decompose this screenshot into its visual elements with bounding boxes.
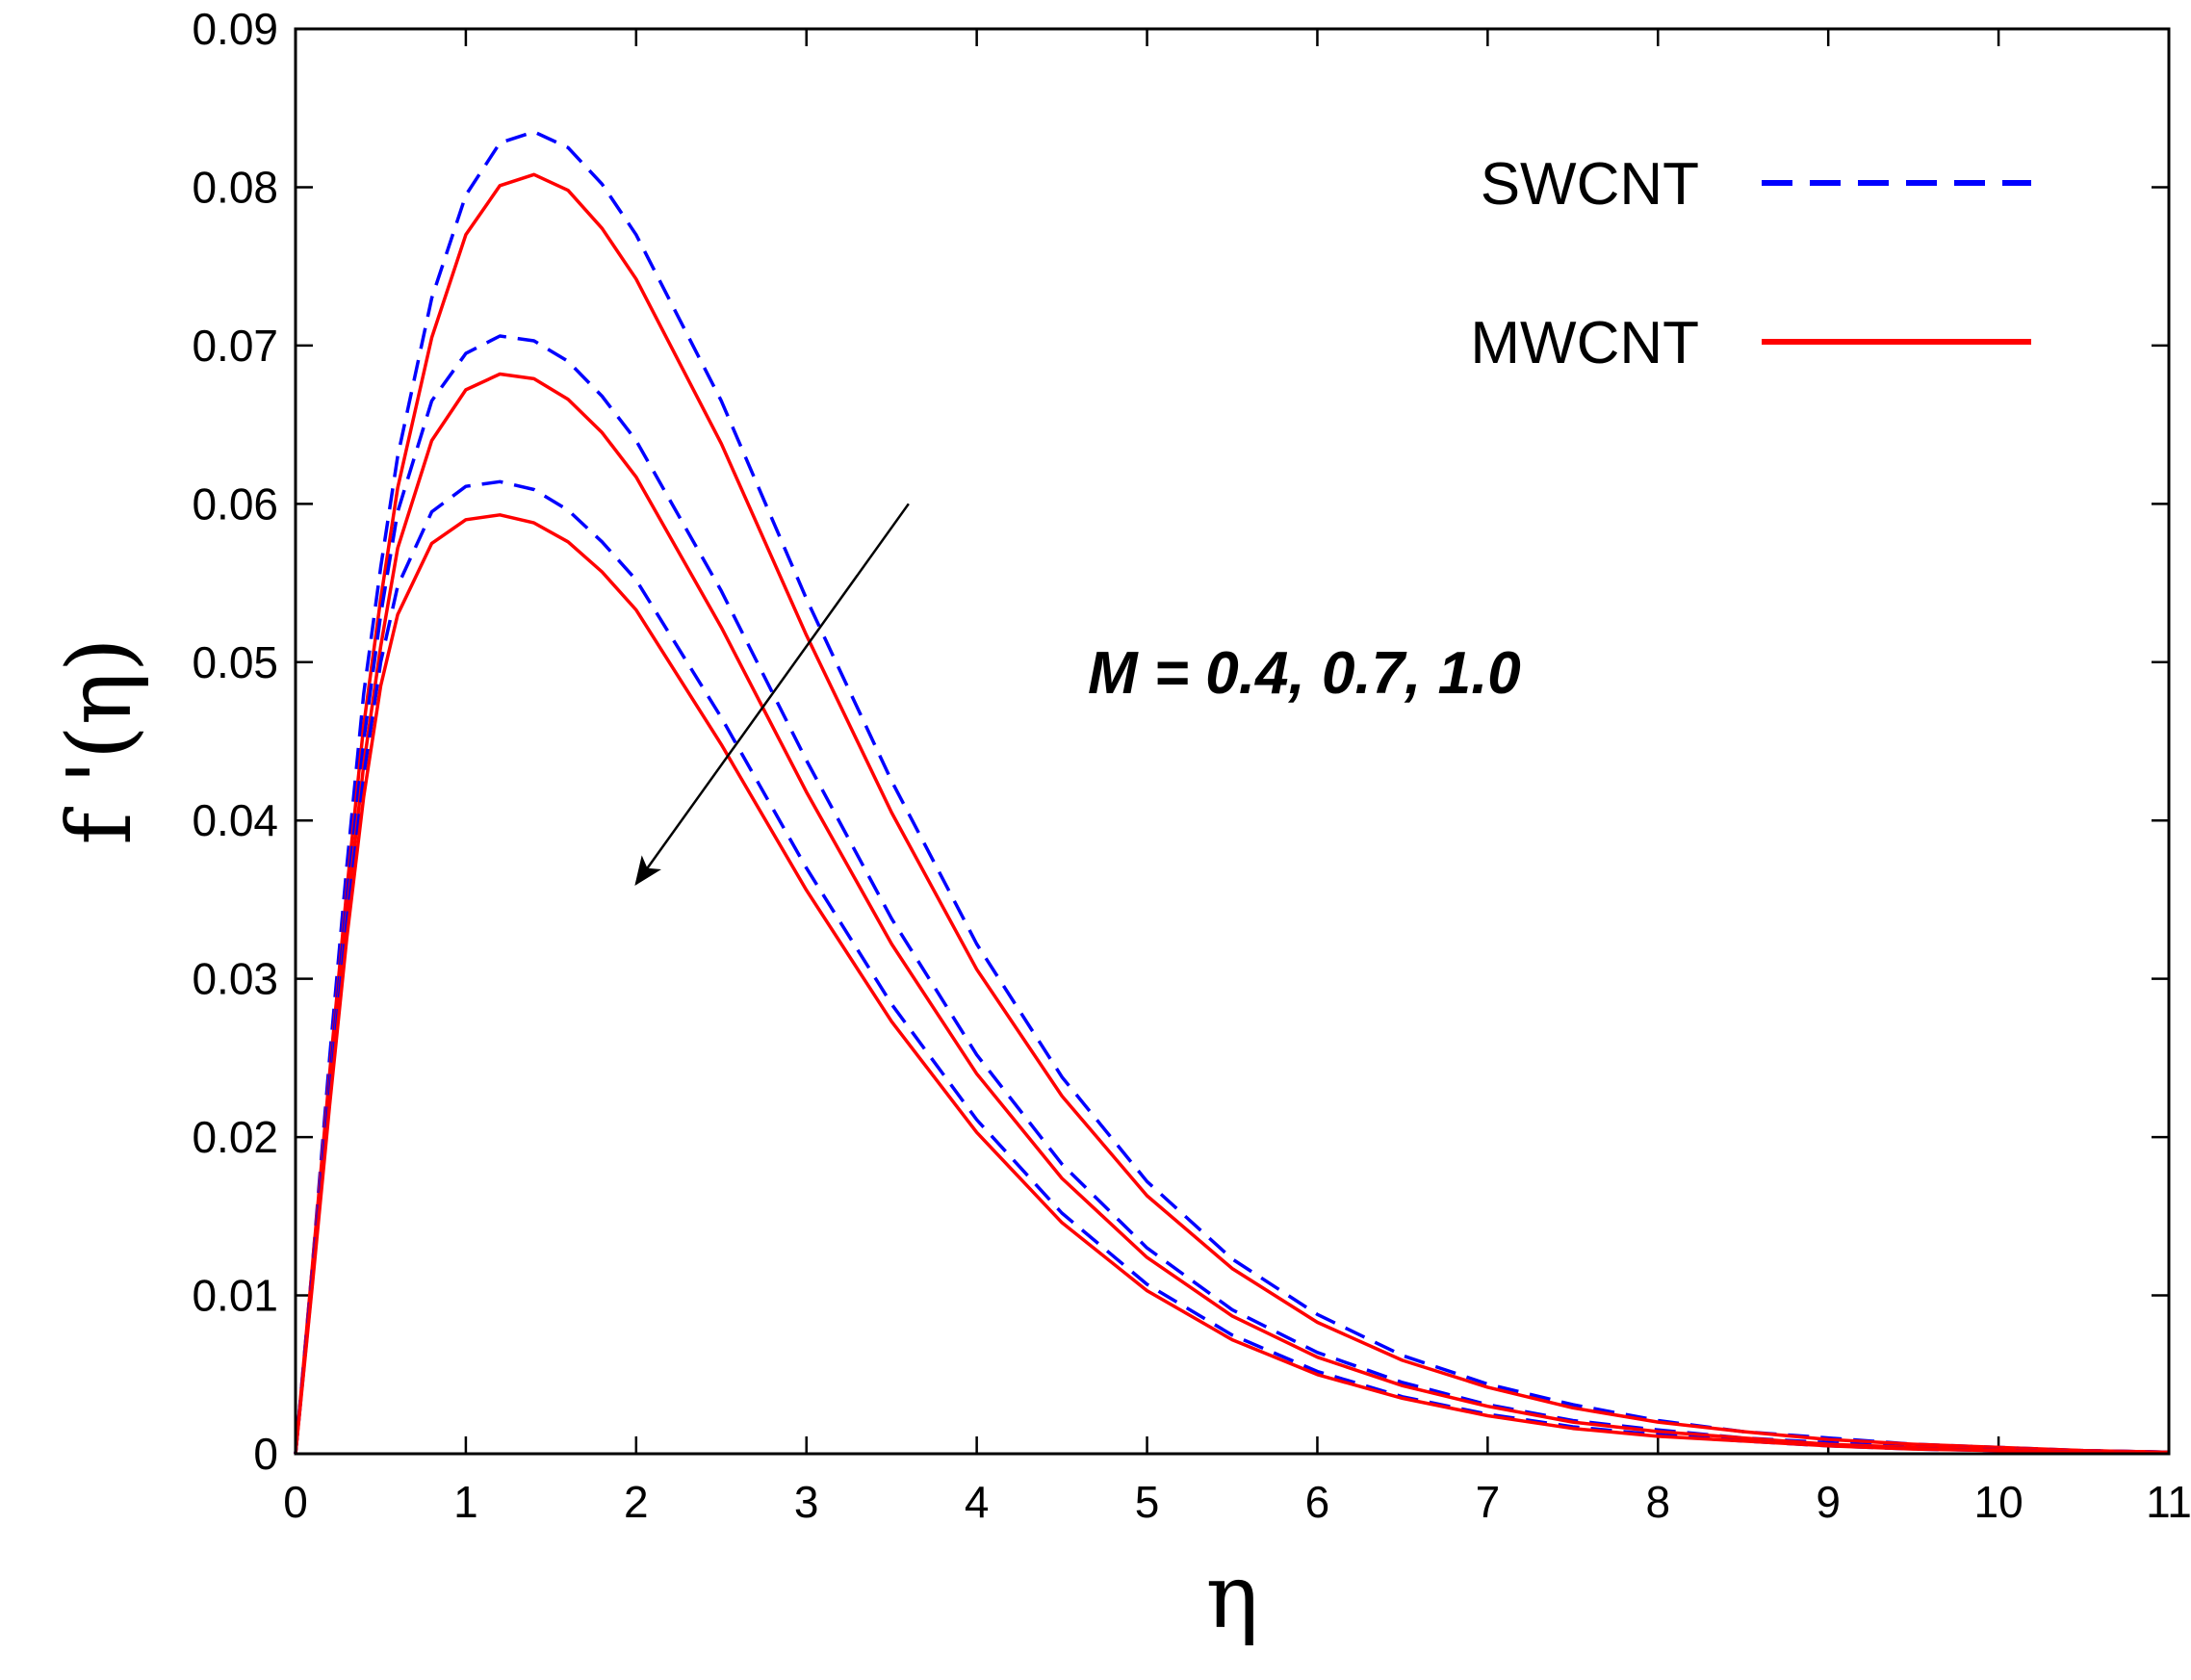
tick-marks: [294, 27, 2171, 1456]
x-axis-title: η: [1205, 1545, 1258, 1648]
y-tick-label: 0.09: [192, 4, 278, 54]
x-tick-label: 9: [1816, 1477, 1841, 1527]
legend-label-mwcnt: MWCNT: [1470, 310, 1699, 376]
x-tick-label: 6: [1305, 1477, 1330, 1527]
x-tick-label: 11: [2146, 1477, 2191, 1527]
y-tick-label: 0.02: [192, 1112, 278, 1162]
plot-frame: [294, 27, 2171, 1456]
annotation-arrow: [634, 503, 910, 887]
tick-labels: 0 1 2 3 4 5 6 7 8 9 10 11 0 0.01 0.02 0.03 0.04 0.05 0.06 0…: [192, 4, 2191, 1527]
series-line-swcnt-m-0-7: [294, 334, 2170, 1455]
x-tick-label: 8: [1645, 1477, 1670, 1527]
x-tick-label: 3: [794, 1477, 819, 1527]
x-tick-label: 10: [1974, 1477, 2023, 1527]
series-line-swcnt-m-0-4: [294, 130, 2170, 1455]
legend: SWCNT MWCNT: [1470, 151, 2031, 376]
x-tick-label: 5: [1135, 1477, 1160, 1527]
y-tick-label: 0: [253, 1429, 278, 1479]
x-tick-label: 2: [624, 1477, 649, 1527]
annotation-m-values: M = 0.4, 0.7, 1.0: [1088, 640, 1521, 707]
y-axis-title: f '(η): [48, 637, 151, 845]
y-tick-label: 0.05: [192, 637, 278, 687]
series-lines: [294, 130, 2170, 1455]
y-tick-label: 0.06: [192, 478, 278, 529]
series-line-mwcnt-m-1: [294, 513, 2169, 1455]
y-tick-label: 0.03: [192, 954, 278, 1004]
y-tick-label: 0.08: [192, 162, 278, 212]
series-line-mwcnt-m-0-4: [294, 172, 2170, 1455]
series-line-mwcnt-m-0-7: [294, 372, 2170, 1455]
y-tick-label: 0.07: [192, 321, 278, 371]
x-tick-label: 4: [965, 1477, 990, 1527]
x-tick-label: 7: [1476, 1477, 1501, 1527]
y-tick-label: 0.01: [192, 1271, 278, 1321]
y-tick-label: 0.04: [192, 795, 278, 845]
x-tick-label: 1: [453, 1477, 478, 1527]
x-tick-label: 0: [283, 1477, 308, 1527]
legend-label-swcnt: SWCNT: [1481, 151, 1699, 218]
